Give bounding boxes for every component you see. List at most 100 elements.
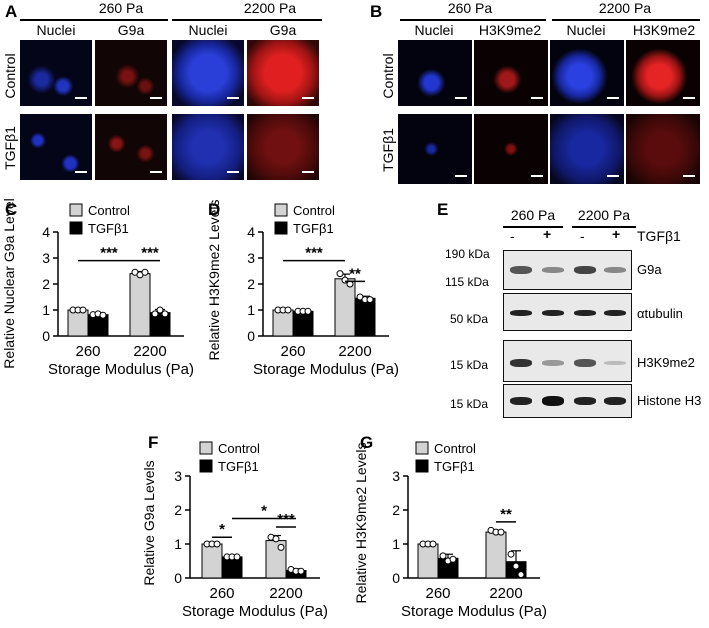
blot-band bbox=[574, 310, 596, 316]
y-tick-label: 3 bbox=[247, 250, 255, 266]
data-point bbox=[497, 528, 505, 536]
micrograph-nuclei bbox=[20, 114, 92, 180]
scale-bar bbox=[227, 97, 239, 99]
panel-label-b: B bbox=[370, 2, 383, 21]
legend-label: TGFβ1 bbox=[88, 221, 129, 236]
y-tick-label: 3 bbox=[174, 468, 182, 484]
scale-bar bbox=[150, 97, 162, 99]
micrograph-h3k9me2 bbox=[626, 114, 700, 184]
group-underline bbox=[400, 19, 546, 21]
legend-swatch bbox=[69, 203, 83, 217]
legend-swatch bbox=[415, 459, 429, 473]
panel-label-c: C bbox=[5, 200, 18, 219]
panel-label-g: G bbox=[360, 433, 374, 452]
y-tick-label: 1 bbox=[247, 302, 255, 318]
blot-band bbox=[604, 361, 626, 365]
micrograph-g9a bbox=[95, 114, 167, 180]
panel-b-group-260: 260 Pa bbox=[447, 0, 493, 16]
data-point bbox=[213, 540, 221, 548]
legend-swatch bbox=[69, 221, 83, 235]
data-point bbox=[161, 310, 169, 318]
scale-bar bbox=[455, 97, 467, 99]
significance-stars: * bbox=[261, 503, 267, 520]
micrograph-nuclei bbox=[172, 114, 244, 180]
legend-label: Control bbox=[88, 203, 130, 218]
marker-label: 15 kDa bbox=[450, 397, 489, 411]
bar-control bbox=[129, 273, 151, 337]
y-tick-label: 0 bbox=[247, 328, 255, 344]
protein-label: G9a bbox=[637, 262, 662, 277]
scale-bar bbox=[455, 175, 467, 177]
x-tick-label: 2200 bbox=[489, 585, 522, 602]
blot-group-260: 260 Pa bbox=[510, 207, 556, 223]
data-point bbox=[277, 543, 285, 551]
micrograph-g9a bbox=[247, 40, 319, 106]
y-tick-label: 2 bbox=[174, 502, 182, 518]
chart-d: 0 1 2 3 4 Relative H3K9me2 Levels 260 2200Stora… bbox=[206, 199, 399, 378]
group-underline bbox=[572, 226, 636, 228]
micrograph-h3k9me2 bbox=[626, 40, 700, 106]
panel-a-group-260: 260 Pa bbox=[98, 0, 144, 16]
row-label-tgfb1: TGFβ1 bbox=[2, 126, 18, 170]
y-tick-label: 1 bbox=[42, 302, 50, 318]
chart-g: 0 1 2 3 Relative H3K9me2 Levels 260 2200Storag… bbox=[353, 441, 547, 620]
legend-label: TGFβ1 bbox=[434, 459, 475, 474]
blot-band bbox=[574, 266, 596, 274]
blot-band bbox=[510, 310, 532, 316]
y-tick-label: 2 bbox=[247, 276, 255, 292]
scale-bar bbox=[75, 97, 87, 99]
significance-stars: *** bbox=[305, 245, 323, 262]
blot-band bbox=[542, 267, 564, 273]
y-tick-label: 0 bbox=[42, 328, 50, 344]
group-underline bbox=[172, 19, 322, 21]
data-point bbox=[429, 540, 437, 548]
micrograph-g9a bbox=[95, 40, 167, 106]
y-axis-title: Relative H3K9me2 Levels bbox=[206, 199, 222, 360]
scale-bar bbox=[531, 97, 543, 99]
significance-stars: ** bbox=[500, 506, 512, 523]
data-point bbox=[233, 553, 241, 561]
scale-bar bbox=[683, 97, 695, 99]
legend-swatch bbox=[199, 459, 213, 473]
x-tick-label: 2200 bbox=[269, 585, 302, 602]
panel-label-f: F bbox=[148, 433, 159, 452]
bar-control bbox=[272, 309, 294, 337]
micrograph-g9a bbox=[247, 114, 319, 180]
y-tick-label: 2 bbox=[392, 502, 400, 518]
lane-sign: - bbox=[580, 228, 585, 244]
significance-stars: *** bbox=[141, 245, 159, 262]
y-tick-label: 0 bbox=[392, 570, 400, 586]
stain-label-g9a: G9a bbox=[269, 22, 297, 38]
micrograph-nuclei bbox=[398, 114, 472, 184]
blot-strip-histone-h3 bbox=[503, 384, 632, 418]
significance-stars: * bbox=[219, 521, 225, 538]
stain-label-nuclei: Nuclei bbox=[566, 22, 606, 38]
x-tick-label: 260 bbox=[75, 343, 100, 360]
bar-control bbox=[334, 278, 356, 337]
blot-band bbox=[604, 397, 626, 405]
row-label-control: Control bbox=[380, 53, 396, 99]
legend-swatch bbox=[274, 221, 288, 235]
data-point bbox=[517, 571, 525, 579]
micrograph-nuclei bbox=[550, 40, 624, 106]
blot-band bbox=[574, 359, 596, 367]
bar-tgfβ1 bbox=[292, 310, 314, 337]
y-tick-label: 3 bbox=[392, 468, 400, 484]
panel-label-d: D bbox=[208, 200, 221, 219]
micrograph-nuclei bbox=[550, 114, 624, 184]
micrograph-h3k9me2 bbox=[474, 114, 548, 184]
lane-sign: - bbox=[510, 228, 515, 244]
significance-stars: *** bbox=[100, 245, 118, 262]
scale-bar bbox=[75, 171, 87, 173]
y-tick-label: 4 bbox=[247, 224, 255, 240]
bar-control bbox=[417, 543, 439, 579]
x-axis-title: Storage Modulus (Pa) bbox=[253, 361, 399, 378]
protein-label: αtubulin bbox=[637, 306, 683, 321]
y-tick-label: 1 bbox=[392, 536, 400, 552]
y-axis-title: Relative G9a Levels bbox=[141, 460, 157, 585]
chart-c: 0 1 2 3 4 Relative Nuclear G9a Levels 260 2200S… bbox=[1, 198, 194, 378]
data-point bbox=[366, 296, 374, 304]
legend-label: TGFβ1 bbox=[293, 221, 334, 236]
legend-swatch bbox=[415, 441, 429, 455]
y-axis-title: Relative H3K9me2 Levels bbox=[353, 442, 369, 603]
